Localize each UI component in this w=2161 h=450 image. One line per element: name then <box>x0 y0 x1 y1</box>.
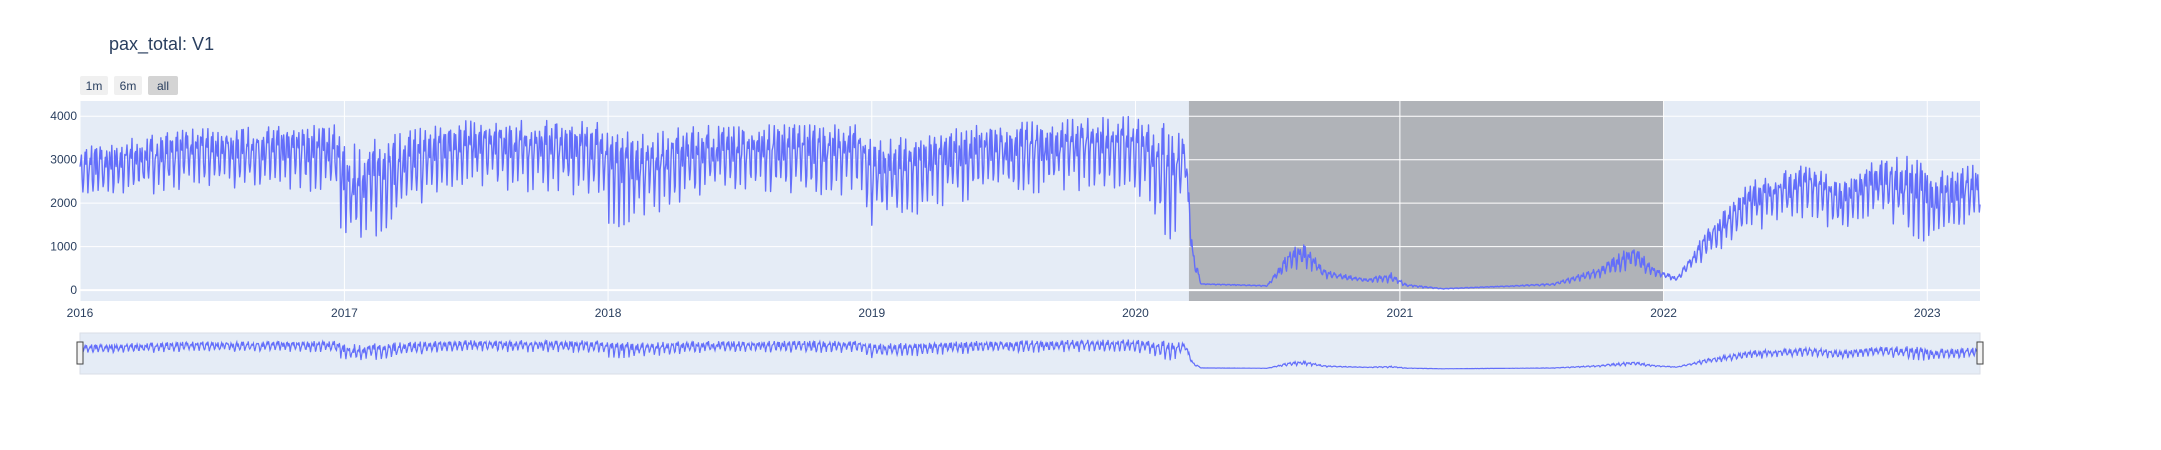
y-tick-label: 3000 <box>50 153 77 167</box>
y-tick-label: 0 <box>70 283 77 297</box>
shaded-region <box>1188 101 1664 301</box>
x-tick-label: 2020 <box>1122 306 1149 320</box>
x-tick-label: 2019 <box>858 306 885 320</box>
range-button-label: 6m <box>120 79 137 93</box>
rangeslider-right-handle[interactable] <box>1976 341 1984 365</box>
y-axis-ticks: 0 1000 2000 3000 4000 <box>50 109 77 297</box>
y-tick-label: 1000 <box>50 240 77 254</box>
rangeslider-series <box>79 338 1981 370</box>
x-axis-ticks: 2016 2017 2018 2019 2020 2021 2022 2023 <box>67 306 1941 320</box>
range-button-label: all <box>157 79 169 93</box>
series-line <box>79 115 1981 290</box>
rangeslider-left-handle[interactable] <box>76 341 84 365</box>
chart-title: pax_total: V1 <box>109 34 214 55</box>
range-button-bg[interactable] <box>114 76 142 95</box>
rangeslider-line <box>79 338 1981 370</box>
range-selector: 1m 6m all <box>80 76 178 95</box>
range-button-1m[interactable]: 1m <box>80 76 108 95</box>
y-tick-label: 4000 <box>50 109 77 123</box>
x-tick-label: 2022 <box>1650 306 1677 320</box>
x-tick-label: 2018 <box>595 306 622 320</box>
x-tick-label: 2016 <box>67 306 94 320</box>
range-button-label: 1m <box>86 79 103 93</box>
x-tick-label: 2017 <box>331 306 358 320</box>
range-button-6m[interactable]: 6m <box>114 76 142 95</box>
range-button-bg[interactable] <box>148 76 178 95</box>
range-button-bg[interactable] <box>80 76 108 95</box>
range-button-all[interactable]: all <box>148 76 178 95</box>
rangeslider[interactable] <box>79 332 1981 375</box>
y-tick-label: 2000 <box>50 196 77 210</box>
main-series <box>79 115 1981 290</box>
x-tick-label: 2023 <box>1914 306 1941 320</box>
x-tick-label: 2021 <box>1387 306 1414 320</box>
